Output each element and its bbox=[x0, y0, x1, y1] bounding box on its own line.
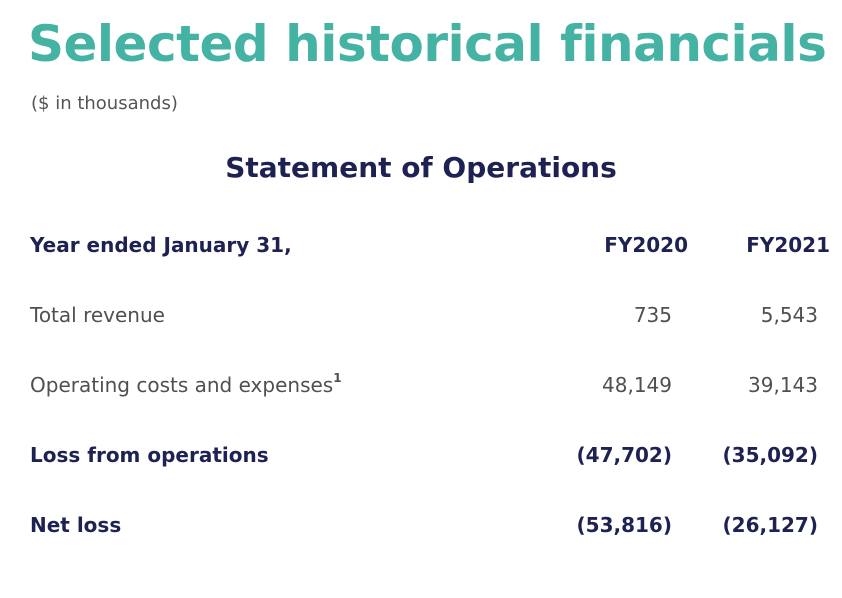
footnote-marker: 1 bbox=[333, 371, 342, 386]
financials-table: Year ended January 31, FY2020 FY2021 Tot… bbox=[30, 210, 830, 560]
value-fy2021: 39,143 bbox=[748, 373, 818, 397]
table-header-row: Year ended January 31, FY2020 FY2021 bbox=[30, 210, 830, 280]
row-operating-costs: Operating costs and expenses1 48,149 39,… bbox=[30, 350, 830, 420]
header-year-label: Year ended January 31, bbox=[30, 233, 292, 257]
value-fy2020: (53,816) bbox=[576, 513, 672, 537]
row-label-text: Loss from operations bbox=[30, 443, 269, 467]
value-fy2021: (26,127) bbox=[722, 513, 818, 537]
row-label-text: Net loss bbox=[30, 513, 122, 537]
value-fy2020: 735 bbox=[633, 303, 672, 327]
row-label: Operating costs and expenses1 bbox=[30, 350, 342, 420]
row-label: Total revenue bbox=[30, 280, 165, 350]
value-fy2021: 5,543 bbox=[760, 303, 818, 327]
row-label-text: Operating costs and expenses bbox=[30, 373, 334, 397]
row-loss-from-operations: Loss from operations (47,702) (35,092) bbox=[30, 420, 830, 490]
value-fy2020: (47,702) bbox=[576, 443, 672, 467]
units-note: ($ in thousands) bbox=[31, 93, 178, 114]
page-title: Selected historical financials bbox=[28, 15, 827, 73]
section-heading: Statement of Operations bbox=[225, 151, 617, 184]
row-net-loss: Net loss (53,816) (26,127) bbox=[30, 490, 830, 560]
value-fy2021: (35,092) bbox=[722, 443, 818, 467]
header-fy2021: FY2021 bbox=[746, 233, 830, 257]
header-fy2020: FY2020 bbox=[604, 233, 688, 257]
row-label-text: Total revenue bbox=[30, 303, 165, 327]
row-total-revenue: Total revenue 735 5,543 bbox=[30, 280, 830, 350]
row-label: Net loss bbox=[30, 490, 121, 560]
value-fy2020: 48,149 bbox=[602, 373, 672, 397]
row-label: Loss from operations bbox=[30, 420, 269, 490]
